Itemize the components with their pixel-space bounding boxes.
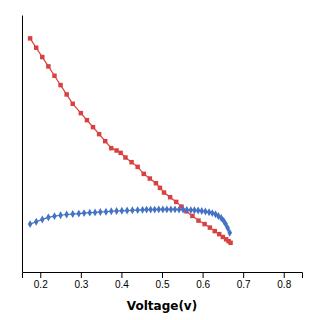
series-point [154,181,158,185]
series-point [28,36,32,40]
series-point [52,74,56,78]
series-point [203,208,208,216]
series-point [64,211,69,219]
series-point [104,208,109,216]
x-tick: 0.5 [156,272,170,290]
series-point [152,206,157,214]
series-point [135,206,140,214]
series-point [40,55,44,59]
x-tick: 0.8 [277,272,291,290]
series-point [70,210,75,218]
series-point [144,206,149,214]
series-point [190,214,194,218]
series-point [142,172,146,176]
x-tick: 0.2 [34,272,48,290]
chart: 0.2 0.3 0.4 0.5 0.6 0.7 0.8 Voltage(v) [0,0,320,320]
x-tick-mark [162,272,163,278]
series-point [87,209,92,217]
x-tick-mark [203,272,204,278]
series-point [213,229,217,233]
series-point [161,205,166,213]
series-point [135,165,139,169]
x-axis-line [23,273,303,279]
series-point [28,220,33,228]
series-point [114,207,119,215]
x-tick-label: 0.8 [277,279,291,290]
x-tick-label: 0.7 [237,279,251,290]
x-axis: 0.2 0.3 0.4 0.5 0.6 0.7 0.8 [23,272,303,290]
series-point [165,205,170,213]
series-point [148,176,152,180]
series-point [202,222,206,226]
series-point [98,208,103,216]
series-point [196,207,201,215]
x-tick-label: 0.6 [196,279,210,290]
series-point [140,206,145,214]
series-point [227,229,232,237]
series-point [77,210,82,218]
series-point [173,205,178,213]
series-point [210,209,215,217]
x-tick-mark [81,272,82,278]
y-axis [22,16,23,273]
series-point [184,206,189,214]
x-tick: 0.3 [74,272,88,290]
series-point [52,212,57,220]
series-point [118,151,122,155]
plot: 0.2 0.3 0.4 0.5 0.6 0.7 0.8 [23,16,303,291]
series-point [125,207,130,215]
series-point [174,200,178,204]
series-point [199,207,204,215]
x-tick-mark [284,272,285,278]
series-point [64,92,68,96]
series-point [156,205,161,213]
series-point [196,218,200,222]
series-point [103,139,107,143]
series-point [91,125,95,129]
x-tick-label: 0.2 [34,279,48,290]
series-point [120,207,125,215]
series-point [169,205,174,213]
series-point [129,160,133,164]
series-point [148,206,153,214]
series-point [58,83,62,87]
series-line [30,209,230,232]
y-axis-line [22,16,23,273]
series-point [109,146,113,150]
series-point [40,215,45,223]
x-tick: 0.4 [115,272,129,290]
series-point [168,195,172,199]
x-tick: 0.7 [237,272,251,290]
series-point [82,209,87,217]
series-point [162,190,166,194]
series-point [114,148,118,152]
series-point [70,102,74,106]
x-tick-mark [121,272,122,278]
x-tick-label: 0.5 [156,279,170,290]
series-point [46,64,50,68]
series-line [30,38,230,242]
x-axis-title: Voltage(v) [127,299,197,313]
series-point [130,206,135,214]
series-point [177,206,182,214]
series-point [123,155,127,159]
x-tick-label: 0.3 [74,279,88,290]
series-point [34,218,39,226]
series-point [109,207,114,215]
x-tick-mark [40,272,41,278]
x-tick-label: 0.4 [115,279,129,290]
x-tick: 0.6 [196,272,210,290]
x-tick-mark [243,272,244,278]
marks [28,36,233,245]
series-point [97,132,101,136]
series-point [93,208,98,216]
series-point [85,118,89,122]
series-point [208,225,212,229]
series-point [228,241,232,245]
series-point [58,211,63,219]
series-point [79,111,83,115]
series-point [158,186,162,190]
series-point [46,213,51,221]
series-point [34,45,38,49]
